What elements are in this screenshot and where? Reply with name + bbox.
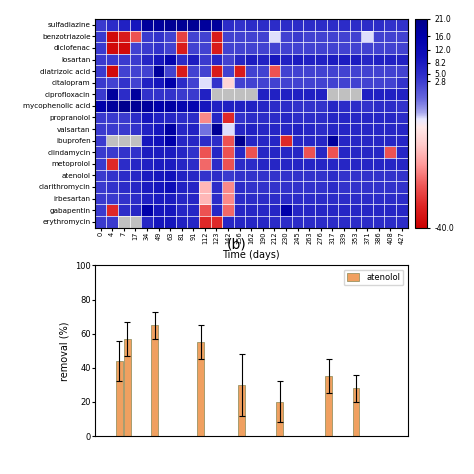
Bar	[238, 385, 245, 436]
Text: (b): (b)	[227, 237, 247, 251]
Bar	[276, 402, 283, 436]
Bar	[151, 325, 158, 436]
X-axis label: Time (days): Time (days)	[222, 250, 280, 260]
Y-axis label: removal (%): removal (%)	[59, 321, 69, 381]
Bar	[198, 342, 204, 436]
Legend: atenolol: atenolol	[344, 270, 403, 285]
Bar	[124, 339, 131, 436]
Bar	[353, 388, 359, 436]
Bar	[325, 376, 332, 436]
Bar	[116, 361, 123, 436]
